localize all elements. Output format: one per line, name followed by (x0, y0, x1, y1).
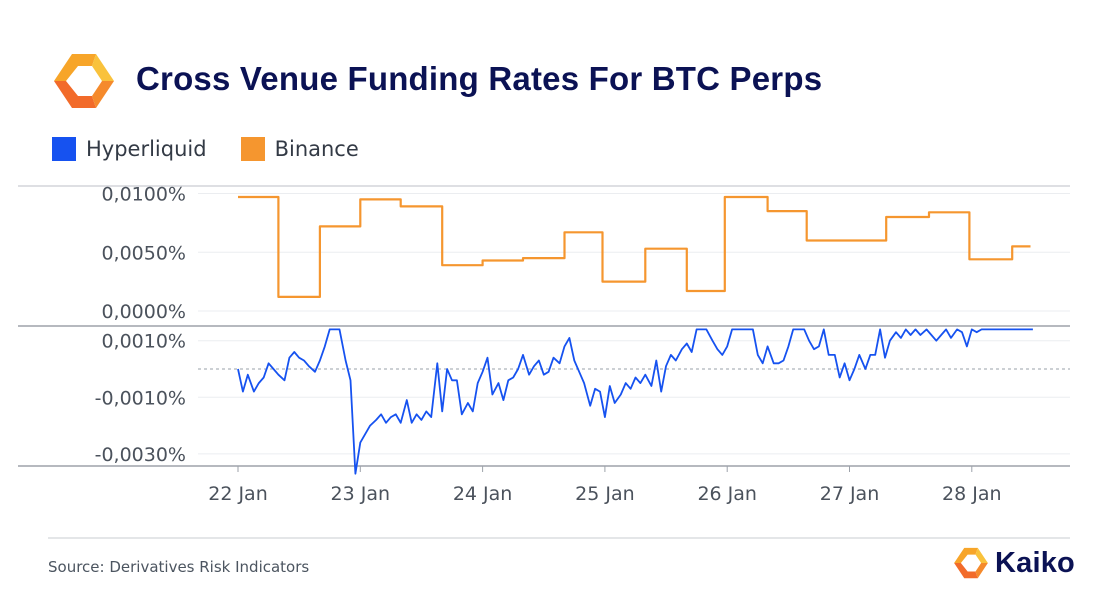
y-tick-label: 0,0000% (101, 301, 186, 323)
page-title: Cross Venue Funding Rates For BTC Perps (136, 60, 823, 97)
y-tick-label: 0,0010% (101, 331, 186, 353)
x-tick-label: 24 Jan (453, 483, 513, 505)
x-tick-label: 23 Jan (331, 483, 391, 505)
funding-rate-chart: 0,0100% 0,0050% 0,0000% 0,0010% -0,0010% -0,0… (18, 184, 1070, 539)
y-tick-label: -0,0030% (95, 444, 186, 466)
brand-name: Kaiko (995, 546, 1075, 579)
kaiko-brand-icon (954, 547, 988, 579)
legend-swatch-hyperliquid (52, 137, 76, 161)
x-tick-label: 22 Jan (208, 483, 268, 505)
x-tick-label: 25 Jan (575, 483, 635, 505)
source-note: Source: Derivatives Risk Indicators (48, 558, 310, 576)
chart-legend: Hyperliquid Binance (52, 137, 393, 161)
x-tick-label: 27 Jan (820, 483, 880, 505)
series-line-hyperliquid (237, 328, 1033, 475)
x-tick-label: 28 Jan (942, 483, 1002, 505)
legend-swatch-binance (240, 137, 265, 161)
series-line-binance (238, 195, 1031, 298)
y-tick-label: 0,0100% (101, 184, 186, 206)
legend-label-hyperliquid: Hyperliquid (86, 137, 207, 161)
legend-label-binance: Binance (274, 137, 359, 161)
legend-item-binance: Binance (240, 137, 359, 161)
brand-mark: Kaiko (953, 546, 1075, 580)
kaiko-logo-icon (54, 54, 114, 108)
legend-item-hyperliquid: Hyperliquid (52, 137, 207, 161)
x-tick-label: 26 Jan (697, 483, 757, 505)
y-tick-label: -0,0010% (95, 387, 186, 409)
y-tick-label: 0,0050% (101, 242, 186, 264)
